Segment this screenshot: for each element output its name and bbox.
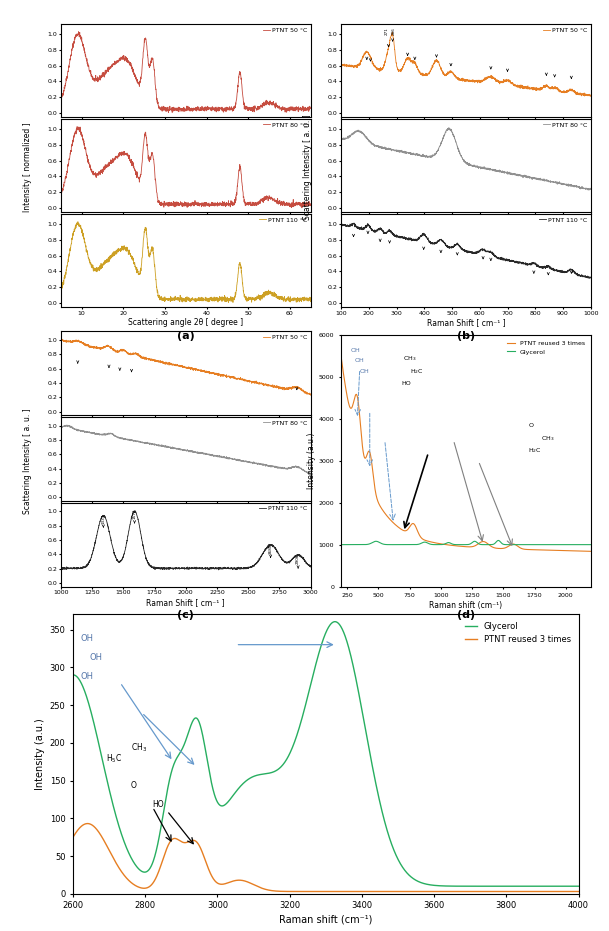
Text: OH: OH <box>90 653 102 662</box>
Text: CH$_3$: CH$_3$ <box>541 434 554 443</box>
Text: (d): (d) <box>457 610 475 620</box>
Text: 271: 271 <box>384 28 389 35</box>
Text: 2906: 2906 <box>296 554 300 564</box>
X-axis label: Raman shift (cm⁻¹): Raman shift (cm⁻¹) <box>429 601 502 610</box>
Text: (a): (a) <box>177 331 195 341</box>
Text: (c): (c) <box>177 610 194 620</box>
Legend: PTNT 50 °C: PTNT 50 °C <box>543 27 588 33</box>
X-axis label: Raman shift (cm⁻¹): Raman shift (cm⁻¹) <box>279 914 373 924</box>
Text: H$_2$C: H$_2$C <box>528 447 542 455</box>
Text: 286: 286 <box>392 28 396 35</box>
Legend: PTNT 80 °C: PTNT 80 °C <box>262 122 308 128</box>
Legend: Glycerol, PTNT reused 3 times: Glycerol, PTNT reused 3 times <box>462 618 574 647</box>
Legend: PTNT 80 °C: PTNT 80 °C <box>543 122 588 128</box>
Text: O: O <box>131 781 137 790</box>
Text: OH: OH <box>355 358 365 363</box>
Legend: PTNT reused 3 times, Glycerol: PTNT reused 3 times, Glycerol <box>505 338 588 358</box>
X-axis label: Scattering angle 2θ [ degree ]: Scattering angle 2θ [ degree ] <box>128 318 244 328</box>
Legend: PTNT 110 °C: PTNT 110 °C <box>259 217 308 223</box>
Text: Scattering Intensity [ a. u. ]: Scattering Intensity [ a. u. ] <box>23 408 32 514</box>
Legend: PTNT 50 °C: PTNT 50 °C <box>262 27 308 33</box>
Text: OH: OH <box>80 671 93 681</box>
Legend: PTNT 110 °C: PTNT 110 °C <box>259 506 308 511</box>
Legend: PTNT 110 °C: PTNT 110 °C <box>539 217 588 223</box>
Y-axis label: Intensity (a.u.): Intensity (a.u.) <box>35 718 46 790</box>
Text: OH: OH <box>351 348 361 353</box>
Text: Intensity [ normalized ]: Intensity [ normalized ] <box>23 123 32 212</box>
Text: 1333: 1333 <box>101 513 105 523</box>
Text: Scattering Intensity [ a. u. ]: Scattering Intensity [ a. u. ] <box>303 115 312 221</box>
Text: CH$_3$: CH$_3$ <box>404 355 417 363</box>
Text: HO: HO <box>152 800 164 809</box>
Text: H$_5$C: H$_5$C <box>105 752 122 765</box>
Text: HO: HO <box>401 382 410 386</box>
Text: 1572: 1572 <box>133 509 136 519</box>
Y-axis label: Intensity (a.u.): Intensity (a.u.) <box>307 433 315 489</box>
Text: H$_2$C: H$_2$C <box>410 367 423 376</box>
Text: OH: OH <box>80 634 93 643</box>
Legend: PTNT 80 °C: PTNT 80 °C <box>262 420 308 425</box>
Text: OH: OH <box>360 369 370 374</box>
X-axis label: Raman Shift [ cm⁻¹ ]: Raman Shift [ cm⁻¹ ] <box>146 598 225 607</box>
Text: O: O <box>528 424 533 428</box>
Legend: PTNT 50 °C: PTNT 50 °C <box>262 334 308 340</box>
Text: CH$_3$: CH$_3$ <box>131 741 147 754</box>
Text: (b): (b) <box>457 331 475 341</box>
X-axis label: Raman Shift [ cm⁻¹ ]: Raman Shift [ cm⁻¹ ] <box>426 318 505 328</box>
Text: 2680: 2680 <box>269 543 273 554</box>
